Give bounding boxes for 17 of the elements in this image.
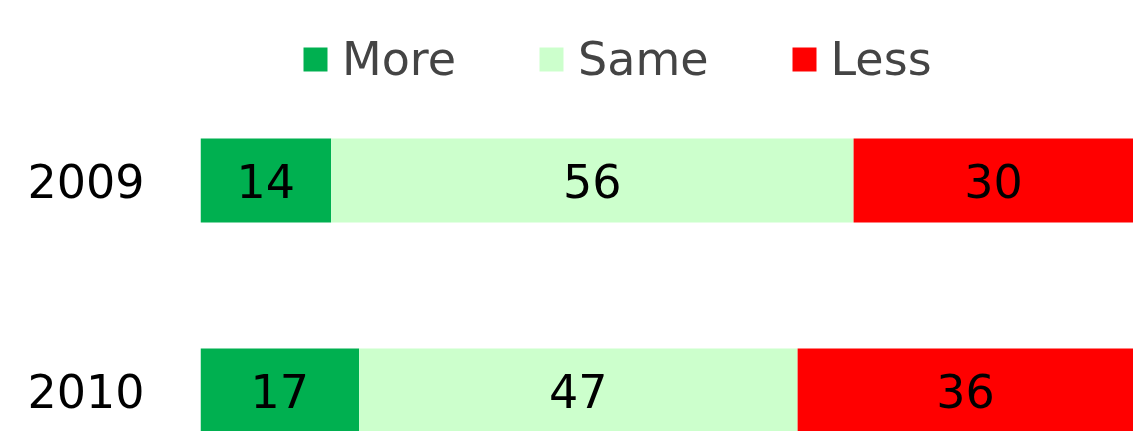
bar bbox=[200, 138, 332, 223]
bar bbox=[359, 348, 798, 431]
bar bbox=[853, 138, 1133, 223]
data-label: 47 bbox=[549, 364, 608, 419]
data-label: 14 bbox=[236, 154, 296, 209]
bar bbox=[797, 348, 1133, 431]
data-label: 36 bbox=[936, 364, 995, 419]
legend-label: More bbox=[342, 32, 457, 86]
data-label: 17 bbox=[250, 364, 310, 419]
data-label: 56 bbox=[563, 154, 622, 209]
legend-label: Same bbox=[578, 32, 709, 86]
y-tick-label: 2009 bbox=[27, 154, 145, 209]
data-label: 30 bbox=[964, 154, 1023, 209]
bar bbox=[331, 138, 854, 223]
bar bbox=[200, 348, 360, 431]
y-tick-label: 2010 bbox=[27, 364, 145, 419]
legend-label: Less bbox=[830, 32, 932, 86]
